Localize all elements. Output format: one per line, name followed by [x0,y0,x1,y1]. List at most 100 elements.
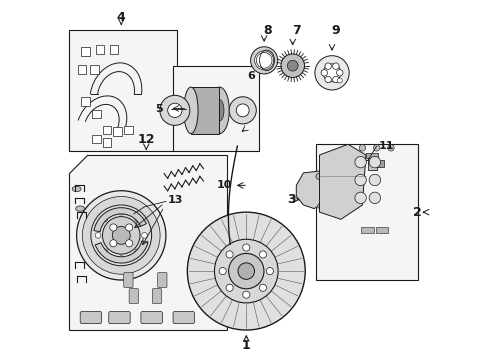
Circle shape [368,192,380,203]
Circle shape [259,284,266,291]
Circle shape [354,192,366,203]
FancyBboxPatch shape [80,311,102,324]
Circle shape [259,251,266,258]
Bar [113,127,122,136]
Circle shape [337,78,342,83]
Circle shape [167,103,182,117]
Ellipse shape [209,87,229,134]
Circle shape [214,239,278,303]
Text: 13: 13 [167,195,183,204]
Ellipse shape [72,186,81,192]
Circle shape [112,226,130,244]
Circle shape [368,157,380,168]
Circle shape [91,205,151,266]
Bar [367,157,376,170]
Bar [69,30,176,152]
Text: 5: 5 [154,104,162,113]
Circle shape [142,233,147,238]
Text: 4: 4 [117,11,125,24]
Text: 11: 11 [378,141,393,151]
Bar [124,126,132,134]
Circle shape [102,217,140,254]
Bar [110,45,118,54]
Circle shape [250,47,277,74]
Circle shape [238,263,254,279]
Circle shape [332,76,338,83]
Circle shape [82,197,160,274]
Circle shape [236,104,248,117]
Circle shape [229,97,256,124]
Circle shape [160,95,189,125]
Ellipse shape [215,100,224,121]
Bar [92,135,101,143]
Circle shape [373,145,379,151]
Circle shape [358,145,365,151]
FancyBboxPatch shape [123,273,133,288]
Circle shape [387,145,393,151]
Circle shape [225,284,233,291]
Bar [376,160,383,167]
Text: 8: 8 [263,24,271,37]
Circle shape [187,212,305,330]
FancyBboxPatch shape [152,289,162,303]
Circle shape [336,69,342,76]
Text: 3: 3 [287,193,296,206]
FancyBboxPatch shape [157,273,166,288]
Circle shape [287,60,298,71]
Bar [102,138,111,147]
Circle shape [281,54,304,77]
Circle shape [118,209,124,215]
FancyBboxPatch shape [129,289,138,303]
Circle shape [242,244,249,251]
Circle shape [266,267,273,275]
Text: 7: 7 [291,24,300,37]
Circle shape [314,56,348,90]
Bar [173,66,258,152]
Text: 1: 1 [242,339,250,352]
Bar [81,97,90,106]
FancyBboxPatch shape [141,311,162,324]
Polygon shape [296,171,328,208]
Text: 6: 6 [247,71,255,81]
Circle shape [102,216,107,222]
FancyBboxPatch shape [108,311,130,324]
Wedge shape [95,241,148,263]
Circle shape [110,240,117,247]
Circle shape [368,174,380,186]
Circle shape [125,240,132,247]
Bar [361,227,373,233]
Circle shape [135,249,140,255]
Circle shape [354,174,366,186]
Circle shape [332,63,338,69]
Circle shape [225,251,233,258]
Ellipse shape [183,87,198,134]
Ellipse shape [76,206,84,211]
Bar [78,65,86,73]
Circle shape [135,216,140,222]
Bar [102,126,111,134]
Bar [90,65,99,73]
Circle shape [95,233,101,238]
Bar [315,144,417,280]
Polygon shape [69,155,226,330]
Polygon shape [319,144,365,219]
Circle shape [125,224,132,231]
Circle shape [354,157,366,168]
Circle shape [321,69,327,76]
Text: 10: 10 [216,180,231,190]
Text: 12: 12 [137,133,155,146]
Bar [375,227,387,233]
Circle shape [242,291,249,298]
FancyBboxPatch shape [173,311,194,324]
Bar [365,153,378,158]
Wedge shape [94,208,146,231]
Ellipse shape [315,173,326,180]
Bar [190,87,219,134]
Circle shape [256,53,271,68]
Circle shape [228,253,264,289]
Bar [81,47,90,56]
Circle shape [323,64,340,82]
Circle shape [102,249,107,255]
Circle shape [325,76,331,83]
Text: 2: 2 [412,206,421,219]
